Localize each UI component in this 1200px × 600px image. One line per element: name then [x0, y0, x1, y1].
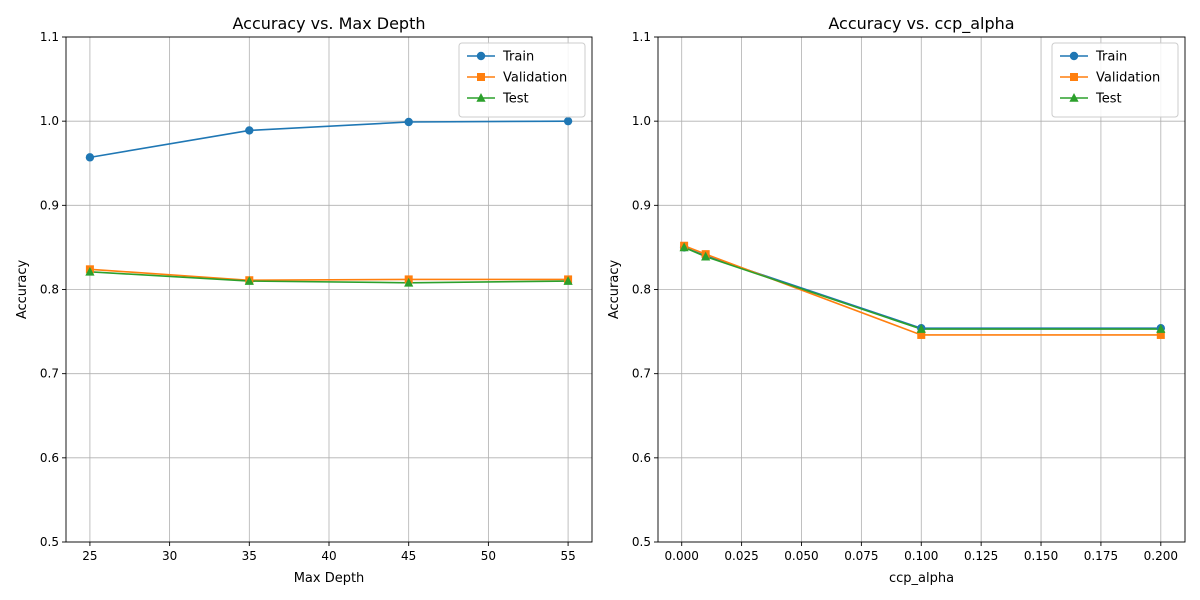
- series-line-validation: [683, 244, 1161, 336]
- series-line-test: [683, 246, 1161, 330]
- data-point-test: [679, 242, 689, 252]
- y-tick-label: 1.0: [632, 114, 651, 128]
- legend-marker-validation: [1070, 73, 1078, 81]
- y-axis-label: Accuracy: [15, 260, 30, 320]
- data-point-test: [244, 276, 254, 285]
- x-tick-label: 0.025: [724, 549, 758, 563]
- y-tick-label: 0.5: [632, 535, 651, 549]
- y-axis-label: Accuracy: [607, 260, 622, 320]
- x-tick-label: 0.125: [964, 549, 998, 563]
- series-line-validation: [89, 268, 569, 282]
- data-point-test: [916, 324, 926, 333]
- x-axis-label: Max Depth: [294, 571, 365, 586]
- y-tick-label: 0.5: [40, 535, 59, 549]
- y-tick-label: 0.8: [632, 283, 651, 297]
- y-tick-label: 0.6: [40, 451, 59, 465]
- data-point-train: [245, 126, 254, 135]
- series-line-train: [89, 120, 569, 159]
- legend-label-train: Train: [502, 50, 534, 65]
- y-tick-label: 0.8: [40, 283, 59, 297]
- legend-marker-test: [1069, 93, 1079, 102]
- data-point-train: [563, 116, 573, 126]
- x-tick-label: 55: [560, 549, 575, 563]
- x-tick-label: 0.100: [904, 549, 938, 563]
- data-point-validation: [917, 330, 926, 339]
- legend-marker-train: [476, 51, 486, 61]
- legend: Train Validation Test: [458, 42, 586, 118]
- x-tick-label: 35: [242, 549, 257, 563]
- data-point-test: [701, 251, 711, 261]
- legend-label-train: Train: [1095, 50, 1127, 65]
- y-tick-label: 0.7: [40, 367, 59, 381]
- data-point-train: [404, 117, 413, 127]
- legend-marker-train: [1069, 51, 1079, 61]
- legend-label-validation: Validation: [1096, 71, 1160, 86]
- x-axis-label: ccp_alpha: [889, 571, 954, 586]
- x-tick-label: 0.150: [1024, 549, 1058, 563]
- data-point-validation: [1156, 330, 1165, 339]
- x-tick-label: 40: [321, 549, 336, 563]
- series-line-test: [89, 271, 569, 284]
- chart-max-depth: 25 30 35 40 45 50 55 0.5 0.6 0.7 0.8 0.9 1.0 1.1 Accur…: [15, 14, 593, 586]
- y-tick-label: 1.0: [40, 114, 59, 128]
- chart-ccp-alpha: 0.000 0.025 0.050 0.075 0.100 0.125 0.150 0.175…: [607, 14, 1186, 586]
- data-point-test: [85, 266, 95, 276]
- chart-title: Accuracy vs. Max Depth: [232, 14, 425, 33]
- x-tick-label: 0.175: [1084, 549, 1118, 563]
- legend-marker-validation: [477, 73, 485, 81]
- x-tick-label: 30: [162, 549, 177, 563]
- y-tick-label: 1.1: [40, 30, 59, 44]
- x-tick-label: 0.075: [844, 549, 878, 563]
- y-tick-label: 0.9: [40, 198, 59, 212]
- y-tick-label: 0.7: [632, 367, 651, 381]
- legend-label-test: Test: [1095, 92, 1122, 107]
- chart-title: Accuracy vs. ccp_alpha: [828, 14, 1014, 34]
- legend-label-validation: Validation: [503, 71, 567, 86]
- data-point-train: [85, 153, 95, 162]
- data-point-test: [404, 277, 414, 287]
- series-line-train: [683, 246, 1161, 330]
- data-point-test: [1156, 324, 1166, 333]
- legend: Train Validation Test: [1051, 42, 1179, 118]
- x-tick-label: 50: [481, 549, 496, 563]
- y-tick-label: 0.6: [632, 451, 651, 465]
- legend-label-test: Test: [502, 92, 529, 107]
- x-tick-label: 25: [82, 549, 97, 563]
- x-tick-label: 0.000: [665, 549, 699, 563]
- y-tick-label: 0.9: [632, 198, 651, 212]
- x-tick-label: 45: [401, 549, 416, 563]
- x-tick-label: 0.050: [784, 549, 818, 563]
- legend-marker-test: [476, 93, 486, 102]
- data-point-test: [563, 276, 573, 285]
- y-tick-label: 1.1: [632, 30, 651, 44]
- x-tick-label: 0.200: [1144, 549, 1178, 563]
